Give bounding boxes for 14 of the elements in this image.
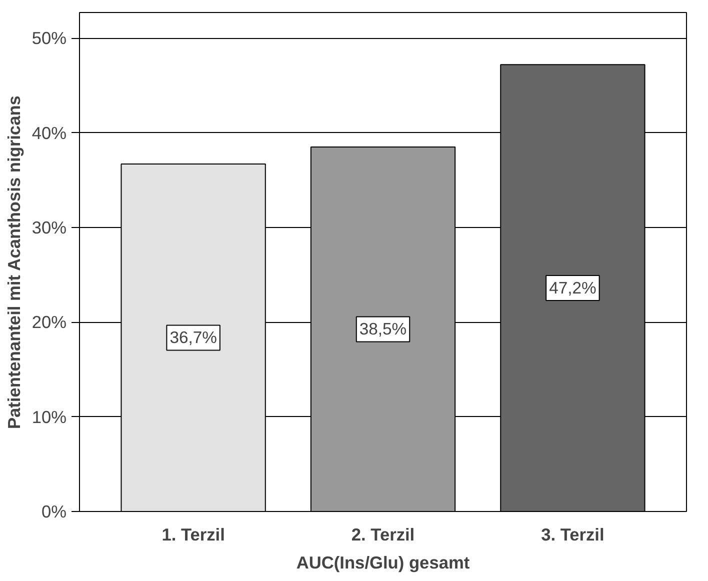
y-tick-label: 0% xyxy=(41,502,66,522)
data-label: 47,2% xyxy=(549,278,596,298)
y-tick-label: 10% xyxy=(32,406,67,427)
x-tick-label: 1. Terzil xyxy=(162,524,225,544)
x-tick-label: 3. Terzil xyxy=(541,524,604,544)
y-tick-label: 40% xyxy=(32,122,67,143)
data-label: 38,5% xyxy=(359,320,407,339)
y-axis-title: Patientenanteil mit Acanthosis nigricans xyxy=(4,96,24,430)
y-tick-label: 50% xyxy=(32,28,67,48)
x-tick-label: 2. Terzil xyxy=(351,524,415,544)
data-label: 36,7% xyxy=(170,328,218,348)
y-tick-label: 20% xyxy=(32,312,67,332)
y-tick-label: 30% xyxy=(32,217,67,238)
x-axis-title: AUC(Ins/Glu) gesamt xyxy=(296,552,470,572)
